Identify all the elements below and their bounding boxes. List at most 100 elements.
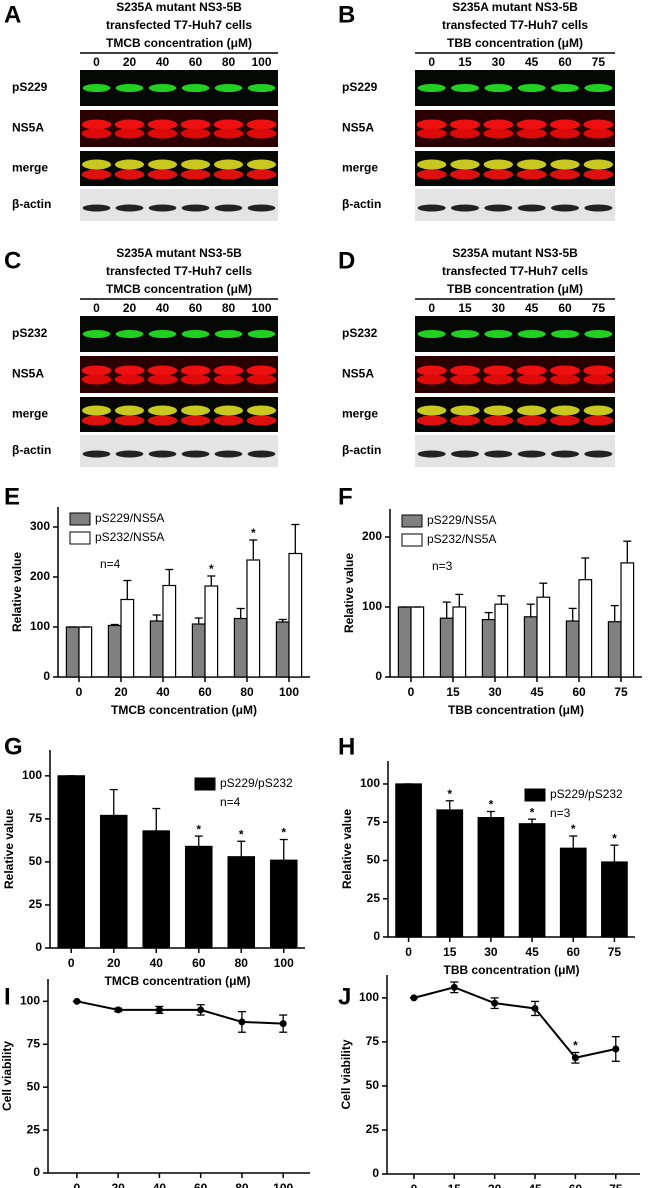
lane-label: 60: [189, 301, 203, 315]
point: [410, 994, 418, 1002]
x-tick-label: 75: [608, 945, 622, 959]
band: [483, 374, 514, 385]
x-tick-label: 60: [192, 956, 206, 970]
row-label: NS5A: [12, 121, 44, 135]
row-label: pS229: [342, 80, 378, 94]
x-tick-label: 30: [488, 685, 502, 699]
y-tick-label: 50: [366, 1078, 380, 1092]
x-tick-label: 100: [279, 685, 299, 699]
blot-title: S235A mutant NS3-5B: [452, 0, 578, 14]
band: [550, 119, 580, 130]
band: [451, 330, 479, 338]
blot-title: TMCB concentration (μM): [106, 282, 252, 296]
band: [213, 415, 244, 426]
x-tick-label: 100: [273, 1181, 293, 1188]
band: [517, 405, 547, 416]
band: [417, 159, 447, 170]
band: [516, 415, 547, 426]
band: [483, 119, 514, 130]
panel-letter: C: [4, 247, 21, 274]
x-tick-label: 0: [405, 945, 412, 959]
band: [81, 128, 112, 139]
lane-label: 30: [492, 301, 506, 315]
bar: [246, 559, 261, 678]
blot-title: S235A mutant NS3-5B: [116, 0, 242, 14]
point: [197, 1006, 205, 1014]
band: [214, 330, 243, 338]
band: [484, 204, 513, 212]
bar: [395, 783, 422, 938]
row-label: β-actin: [12, 197, 51, 211]
band: [214, 204, 243, 212]
point: [238, 1018, 246, 1026]
band: [82, 330, 111, 338]
x-tick-label: 30: [488, 1182, 502, 1188]
blot-title: TMCB concentration (μM): [106, 36, 252, 50]
bar: [439, 617, 454, 678]
y-axis-title: Relative value: [10, 552, 24, 632]
band: [114, 405, 145, 416]
x-axis-title: TMCB concentration (μM): [111, 703, 257, 717]
row-label: merge: [342, 161, 378, 175]
band: [147, 405, 178, 416]
x-axis-title: TMCB concentration (μM): [105, 974, 251, 988]
band: [114, 169, 145, 180]
blot-title: TBB concentration (μM): [447, 36, 583, 50]
band: [147, 128, 178, 139]
band: [181, 450, 210, 458]
band: [246, 128, 277, 139]
band: [417, 84, 446, 92]
lane-label: 100: [251, 55, 271, 69]
y-axis-title: Cell viability: [0, 1041, 14, 1111]
band: [81, 119, 112, 130]
sample-note: n=3: [550, 806, 571, 820]
band: [451, 450, 479, 458]
bar: [149, 620, 164, 678]
x-tick-label: 15: [443, 945, 457, 959]
lane-label: 75: [592, 301, 606, 315]
band: [246, 365, 277, 376]
x-tick-label: 60: [572, 685, 586, 699]
bar: [559, 847, 587, 938]
band: [213, 128, 244, 139]
lane-label: 40: [156, 55, 170, 69]
significance-mark: *: [571, 822, 576, 836]
band: [451, 84, 479, 92]
bar: [184, 845, 213, 949]
band: [81, 415, 112, 426]
band: [516, 119, 547, 130]
legend-swatch: [69, 531, 91, 545]
band: [115, 204, 144, 212]
x-tick-label: 0: [411, 1182, 418, 1188]
band: [583, 169, 614, 180]
blot-title: transfected T7-Huh7 cells: [106, 18, 252, 32]
point: [279, 1020, 287, 1028]
blot-strip: [80, 435, 278, 467]
band: [147, 169, 178, 180]
sample-note: n=4: [100, 557, 121, 571]
band: [550, 415, 580, 426]
band: [583, 159, 613, 170]
bar: [565, 620, 580, 678]
point: [571, 1054, 579, 1062]
bar: [607, 621, 622, 678]
blot-strip: [415, 435, 615, 467]
band: [180, 128, 211, 139]
bar: [107, 624, 122, 678]
bar: [477, 817, 505, 938]
band: [416, 169, 447, 180]
y-tick-label: 100: [360, 776, 380, 790]
blot-strip: [80, 151, 278, 186]
y-tick-label: 200: [30, 569, 50, 583]
band: [247, 84, 276, 92]
lane-label: 60: [558, 301, 572, 315]
y-tick-label: 100: [362, 599, 382, 613]
band: [81, 159, 112, 170]
bar: [233, 617, 248, 678]
bar: [120, 598, 135, 678]
bar: [78, 626, 93, 678]
significance-mark: *: [573, 1039, 578, 1053]
legend-swatch: [401, 514, 423, 528]
lane-label: 0: [93, 301, 100, 315]
lane-label: 60: [558, 55, 572, 69]
